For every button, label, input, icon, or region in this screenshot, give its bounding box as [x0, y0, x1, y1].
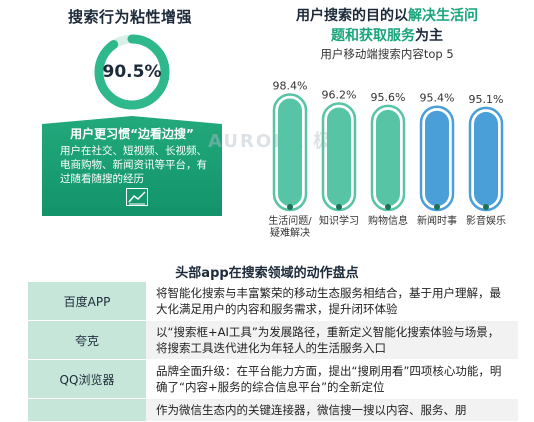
bar-category-label: 购物信息 [368, 214, 408, 227]
bar-fill [327, 107, 351, 206]
app-desc: 以“搜索框+AI工具”为发展路径，重新定义智能化搜索体验与场景，将搜索工具迭代进… [146, 320, 518, 360]
table-row: 作为微信生态内的关键连接器，微信搜一搜以内容、服务、朋 [28, 398, 518, 422]
bar-chart: 98.4% 生活问题/疑难解决 96.2% 知识学习 95.6% 购物信息 95.4% 新闻时… [268, 80, 506, 239]
bar-base-dot [385, 204, 391, 210]
bar-category-label: 疑难解决 [270, 226, 310, 239]
title-line2-suffix: 为主 [415, 28, 443, 44]
app-desc: 将智能化搜索与丰富繁荣的移动生态服务相结合，基于用户理解，最大化满足用户的内容和… [146, 282, 518, 321]
left-panel-title: 搜索行为粘性增强 [67, 8, 192, 26]
bar-fill [278, 98, 302, 206]
bar-base-dot [483, 204, 489, 210]
bar-base-dot [434, 204, 440, 210]
bar-category-label: 影音娱乐 [466, 214, 506, 227]
progress-ring [94, 34, 170, 110]
table-title: 头部app在搜索领域的动作盘点 [175, 266, 359, 281]
bar-value-label: 96.2% [322, 88, 357, 101]
bar-base-dot [287, 204, 293, 210]
bar-category-label: 生活问题/ [268, 214, 312, 227]
right-panel-title: 用户搜索的目的以解决生活问 题和获取服务为主 [262, 6, 512, 46]
card-body: 用户在社交、短视频、长视频、电商购物、新闻资讯等平台，有过随看随搜的经历 [60, 145, 207, 185]
bar-value-label: 95.4% [420, 92, 455, 105]
bar-base-dot [336, 204, 342, 210]
app-name: 百度APP [28, 282, 146, 321]
app-name: 夸克 [28, 320, 146, 360]
chart-icon [126, 188, 148, 206]
app-name: QQ浏览器 [28, 359, 146, 399]
bar-fill [376, 109, 400, 206]
bar-value-label: 98.4% [273, 80, 308, 93]
title-line1-accent: 解决生活问 [408, 8, 478, 24]
card-title: 用户更习惯“边看边搜” [70, 127, 194, 141]
app-name [28, 398, 146, 422]
table-row: 夸克 以“搜索框+AI工具”为发展路径，重新定义智能化搜索体验与场景，将搜索工具… [28, 320, 518, 360]
bar-category-label: 新闻时事 [417, 214, 457, 227]
title-line1-prefix: 用户搜索的目的以 [296, 8, 408, 24]
bar-value-label: 95.1% [469, 93, 504, 106]
app-desc: 品牌全面升级：在平台能力方面，提出“搜刷用看”四项核心功能，明确了“内容+服务的… [146, 359, 518, 399]
chart-subtitle: 用户移动端搜索内容top 5 [320, 47, 454, 61]
bar-value-label: 95.6% [371, 91, 406, 104]
title-line2-accent: 题和获取服务 [331, 28, 415, 44]
bar-category-label: 知识学习 [319, 214, 359, 227]
table-row: QQ浏览器 品牌全面升级：在平台能力方面，提出“搜刷用看”四项核心功能，明确了“… [28, 359, 518, 399]
table-row: 百度APP 将智能化搜索与丰富繁荣的移动生态服务相结合，基于用户理解，最大化满足… [28, 282, 518, 321]
ring-value: 90.5% [102, 62, 162, 82]
app-table: 百度APP 将智能化搜索与丰富繁荣的移动生态服务相结合，基于用户理解，最大化满足… [28, 282, 518, 422]
info-card [42, 116, 222, 216]
bar-fill [425, 110, 449, 206]
app-desc: 作为微信生态内的关键连接器，微信搜一搜以内容、服务、朋 [146, 398, 518, 422]
bar-fill [474, 111, 498, 206]
